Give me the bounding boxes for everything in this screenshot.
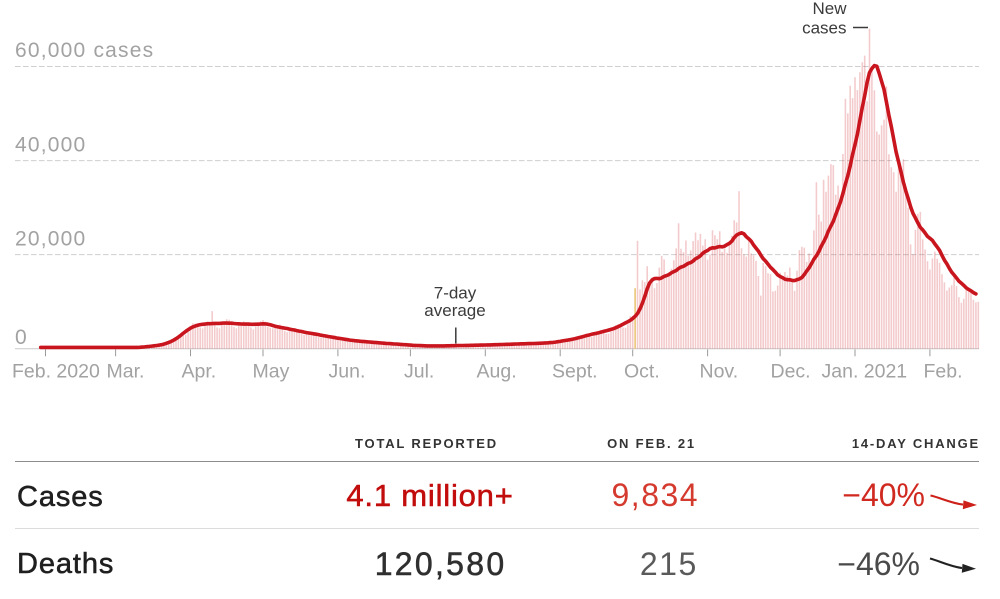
svg-text:Jun.: Jun. bbox=[329, 361, 366, 383]
svg-text:Dec.: Dec. bbox=[771, 361, 811, 383]
svg-text:0: 0 bbox=[15, 326, 28, 349]
svg-text:60,000 cases: 60,000 cases bbox=[15, 39, 154, 62]
svg-text:40,000: 40,000 bbox=[15, 134, 86, 157]
svg-text:Sept.: Sept. bbox=[552, 361, 598, 383]
svg-text:Feb. 2020: Feb. 2020 bbox=[12, 361, 100, 383]
svg-text:Oct.: Oct. bbox=[624, 361, 660, 383]
svg-text:Feb.: Feb. bbox=[924, 361, 963, 383]
svg-text:Aug.: Aug. bbox=[477, 361, 517, 383]
svg-text:New: New bbox=[812, 0, 847, 18]
svg-text:Jan. 2021: Jan. 2021 bbox=[822, 361, 908, 383]
svg-text:20,000: 20,000 bbox=[15, 228, 86, 251]
svg-text:May: May bbox=[253, 361, 290, 383]
svg-text:Apr.: Apr. bbox=[182, 361, 217, 383]
svg-text:7-day: 7-day bbox=[434, 284, 477, 303]
svg-text:cases: cases bbox=[802, 19, 846, 38]
svg-text:Jul.: Jul. bbox=[404, 361, 434, 383]
svg-text:Nov.: Nov. bbox=[700, 361, 739, 383]
svg-text:Mar.: Mar. bbox=[107, 361, 145, 383]
svg-text:average: average bbox=[424, 301, 485, 320]
